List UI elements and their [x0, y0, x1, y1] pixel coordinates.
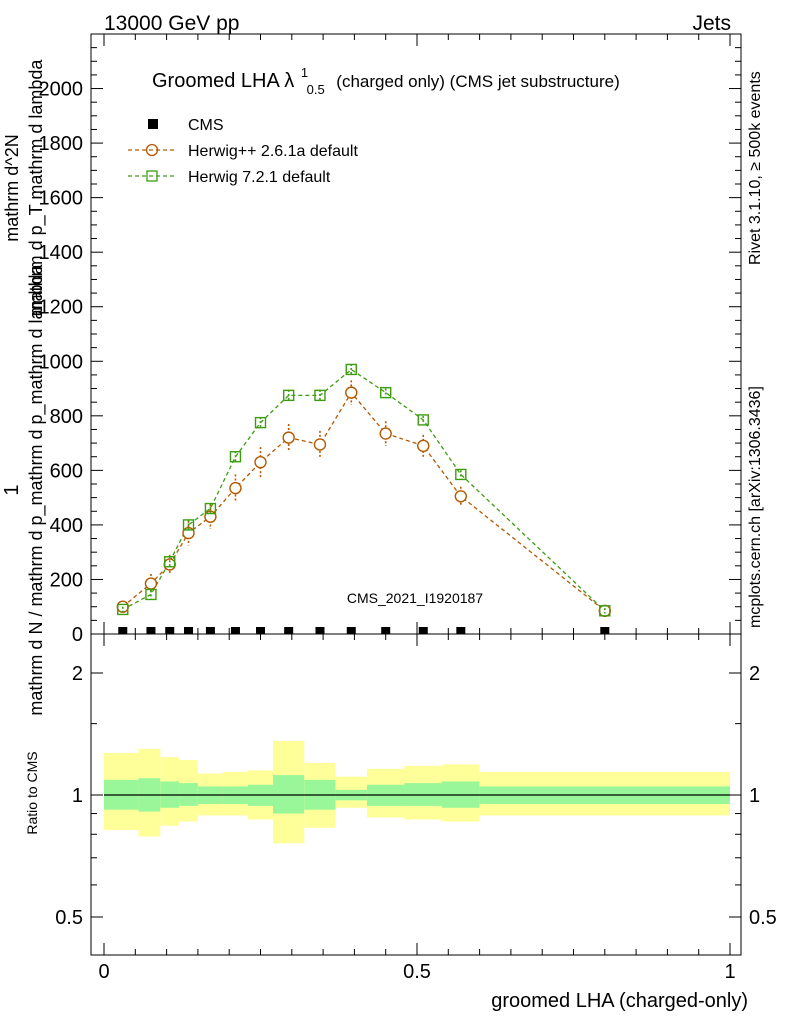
y-axis-label-top: 1	[1, 484, 23, 495]
herwig7-data-point	[229, 451, 242, 463]
y-axis-label-denominator: mathrm d p_T mathrm d lambda	[26, 59, 47, 317]
y-tick-label: 1400	[39, 242, 84, 264]
herwig7-data-point	[314, 389, 326, 402]
herwig7-data-point	[417, 414, 429, 426]
data-marks	[116, 363, 611, 634]
y-tick-label: 800	[50, 406, 83, 428]
ratio-axis-label: Ratio to CMS	[24, 751, 40, 834]
y-tick-label: 1800	[39, 133, 84, 155]
herwig7-line	[122, 368, 606, 612]
y-tick-label: 0	[72, 624, 83, 646]
y-axis-label-bottom: mathrm d N / mathrm d p_mathrm d p_mathr…	[26, 263, 47, 715]
herwig7-data-point	[254, 416, 267, 429]
chart-title-rest: (charged only) (CMS jet substructure)	[336, 72, 619, 91]
herwigpp-line	[122, 391, 606, 612]
herwigpp-data-point	[345, 386, 358, 399]
chart-title-main: Groomed LHA λ	[152, 70, 294, 92]
category-label: Jets	[692, 12, 731, 35]
ratio-tick-label-right: 1	[749, 785, 760, 807]
ratio-uncertainty-bands	[104, 740, 730, 844]
herwig7-data-point	[117, 603, 129, 616]
collision-label: 13000 GeV pp	[104, 12, 239, 35]
cms-data-point	[146, 627, 156, 634]
y-tick-label: 600	[50, 460, 83, 482]
herwig7-data-point	[345, 363, 357, 376]
x-tick-label: 1	[724, 961, 735, 983]
legend-herwigpp-marker	[145, 143, 159, 157]
herwig7-data-point	[599, 605, 611, 617]
y-tick-label: 2000	[39, 79, 84, 101]
legend-cms-marker	[148, 119, 158, 129]
herwigpp-data-point	[379, 427, 392, 440]
legend-herwig7-label: Herwig 7.2.1 default	[188, 169, 331, 186]
herwig7-data-point	[182, 519, 195, 531]
chart-title-sup: 1	[301, 65, 308, 80]
x-tick-label: 0.5	[403, 961, 431, 983]
cms-data-point	[346, 627, 356, 634]
cms-data-point	[284, 627, 294, 634]
herwig7-data-point	[145, 588, 157, 601]
herwigpp-data-point	[454, 490, 468, 503]
herwigpp-data-point	[282, 431, 295, 444]
herwigpp-data-point	[254, 455, 267, 469]
cms-data-point	[418, 627, 428, 634]
herwigpp-data-point	[144, 577, 158, 590]
cms-data-point	[315, 627, 325, 634]
y-axis-label: 1 mathrm d N / mathrm d p_mathrm d p_mat…	[1, 59, 47, 716]
legend-cms-label: CMS	[188, 117, 224, 134]
legend-herwigpp-label: Herwig++ 2.6.1a default	[188, 143, 358, 160]
herwig7-data-point	[380, 386, 392, 399]
ratio-tick-label-right: 0.5	[749, 907, 777, 929]
herwigpp-data-point	[417, 439, 430, 453]
cms-data-point	[118, 627, 128, 634]
ratio-tick-label-left: 1	[72, 785, 83, 807]
axis-ticks: 0 200 400 600 800 1000 1200 1400 1600 1800 2000 0 0.…	[39, 34, 777, 983]
ratio-tick-label-right: 2	[749, 663, 760, 685]
cms-data-point	[230, 627, 240, 634]
herwig7-data-point	[455, 468, 467, 481]
chart-title: Groomed LHA λ 1 0.5 (charged only) (CMS …	[152, 60, 620, 99]
y-tick-label: 1200	[39, 297, 84, 319]
x-axis-label: groomed LHA (charged-only)	[491, 990, 748, 1012]
cms-data-point	[456, 627, 466, 634]
herwigpp-data-point	[313, 438, 327, 451]
cms-data-point	[205, 627, 215, 634]
y-tick-label: 400	[50, 515, 83, 537]
y-tick-label: 200	[50, 569, 83, 591]
herwig7-data-point	[204, 502, 217, 515]
ratio-tick-label-left: 2	[72, 663, 83, 685]
herwig7-data-point	[282, 389, 295, 402]
legend: CMS Herwig++ 2.6.1a default Herwig 7.2.1…	[128, 117, 358, 186]
cms-data-point	[184, 627, 194, 634]
y-tick-label: 1000	[39, 351, 84, 373]
x-tick-label: 0	[98, 961, 109, 983]
chart-title-sub: 0.5	[307, 82, 325, 97]
herwigpp-data-point	[598, 604, 611, 618]
analysis-watermark: CMS_2021_I1920187	[347, 590, 483, 606]
series-lines	[122, 368, 606, 612]
mcplots-label: mcplots.cern.ch [arXiv:1306.3436]	[747, 386, 764, 628]
herwig7-data-point	[164, 556, 176, 568]
cms-data-point	[165, 627, 175, 634]
y-axis-label-numerator: mathrm d^2N	[2, 134, 22, 241]
ratio-inner-band	[273, 775, 305, 814]
ratio-tick-label-left: 0.5	[55, 907, 83, 929]
y-tick-label: 1600	[39, 188, 84, 210]
rivet-version-label: Rivet 3.1.10, ≥ 500k events	[747, 71, 764, 265]
legend-herwig7-marker	[146, 170, 158, 182]
herwigpp-data-point	[229, 481, 242, 495]
